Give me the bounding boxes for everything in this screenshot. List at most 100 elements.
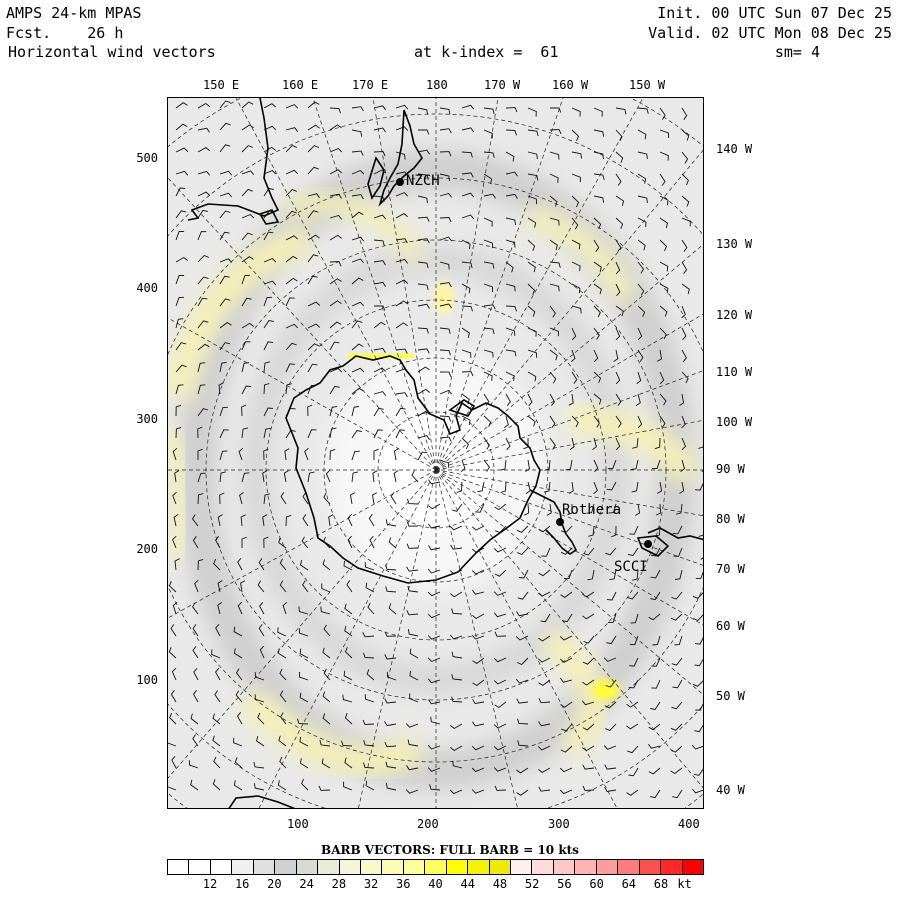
graticule — [168, 98, 703, 808]
wind-barb — [451, 674, 463, 681]
wind-barb — [367, 602, 375, 615]
wind-barb — [670, 723, 683, 731]
wind-barb — [450, 591, 463, 598]
wind-barb — [190, 713, 199, 725]
wind-barb — [549, 305, 556, 318]
legend-swatch — [532, 860, 554, 874]
wind-barb — [197, 472, 206, 483]
wind-barb — [417, 410, 430, 417]
wind-barb — [461, 127, 474, 133]
map-canvas — [168, 98, 703, 808]
legend-swatch — [403, 860, 426, 874]
wind-barb — [582, 679, 595, 686]
wind-barb — [451, 651, 463, 659]
wind-barb — [593, 459, 599, 473]
y-tick-label: 100 — [136, 673, 158, 687]
wind-barb — [175, 123, 188, 131]
wind-barb — [321, 583, 331, 593]
wind-barb — [543, 481, 551, 493]
wind-barb — [637, 349, 644, 362]
wind-barb — [417, 451, 428, 461]
wind-barb — [538, 591, 551, 597]
wind-barb — [344, 757, 353, 769]
wind-barb — [672, 525, 683, 535]
wind-barb — [304, 447, 309, 461]
wind-barb — [384, 698, 397, 704]
wind-barb — [385, 586, 397, 593]
wind-barb — [298, 671, 309, 681]
wind-barb — [277, 627, 287, 637]
legend-label: 44 — [460, 877, 475, 891]
wind-barb — [172, 447, 178, 461]
y-tick-label: 300 — [136, 412, 158, 426]
wind-barb — [285, 514, 292, 527]
wind-barb — [637, 239, 646, 251]
wind-barb — [654, 437, 661, 450]
wind-barb — [307, 124, 320, 131]
wind-barb — [409, 693, 419, 703]
wind-barb — [285, 104, 299, 109]
wind-barb — [285, 144, 297, 153]
wind-barb — [284, 448, 290, 461]
wind-barb — [582, 745, 595, 752]
wind-barb — [344, 625, 353, 637]
antarctic-peninsula-coast — [529, 489, 578, 555]
wind-barb — [307, 193, 320, 199]
wind-barb — [277, 648, 287, 659]
wind-barb — [417, 261, 429, 269]
wind-barb — [263, 146, 276, 153]
wind-barb — [241, 256, 254, 263]
wind-barb — [262, 470, 268, 483]
wind-barb — [694, 658, 703, 667]
wind-barb — [417, 129, 430, 135]
wind-barb — [219, 406, 228, 417]
wind-barb — [505, 107, 518, 113]
wind-barb — [586, 503, 595, 514]
wind-barb — [427, 613, 441, 619]
wind-barb — [648, 743, 661, 749]
wind-barb — [626, 789, 639, 796]
wind-barb — [254, 672, 265, 681]
wind-barb — [648, 723, 661, 731]
wind-barb — [351, 277, 364, 285]
wind-barb — [192, 536, 199, 549]
wind-barb — [527, 129, 539, 137]
wind-barb — [405, 789, 419, 794]
wind-barb — [285, 323, 299, 329]
wind-barb — [172, 491, 177, 505]
wind-barb — [215, 668, 221, 681]
wind-barb — [407, 629, 419, 637]
wind-barb — [560, 547, 573, 555]
legend-swatch — [360, 860, 383, 874]
wind-barb — [450, 544, 463, 550]
wind-barb — [559, 635, 573, 641]
wind-barb — [439, 349, 451, 356]
wind-barb — [637, 173, 647, 184]
wind-barb — [607, 613, 617, 624]
wind-barb — [307, 145, 320, 153]
wind-barb — [393, 448, 399, 461]
wind-barb — [373, 429, 383, 439]
wind-barb — [279, 558, 287, 571]
wind-barb — [212, 735, 221, 747]
wind-barb — [321, 758, 331, 769]
wind-barb — [483, 415, 492, 427]
wind-barb — [681, 349, 687, 362]
wind-barb — [549, 261, 561, 268]
wind-barb — [428, 699, 441, 705]
wind-barb — [637, 327, 643, 341]
wind-barb — [319, 739, 331, 747]
wind-barb — [659, 261, 669, 272]
wind-barb — [659, 129, 670, 139]
wind-barb — [233, 780, 243, 791]
legend-label: kt — [677, 877, 692, 891]
wind-barb — [395, 258, 409, 264]
wind-barb — [329, 300, 342, 307]
coastlines — [187, 98, 703, 808]
wind-barb — [325, 469, 331, 483]
wind-barb — [461, 104, 475, 110]
wind-barb — [417, 283, 429, 291]
wind-barb — [582, 613, 595, 620]
wind-barb — [385, 783, 397, 791]
wind-barb — [263, 103, 276, 109]
